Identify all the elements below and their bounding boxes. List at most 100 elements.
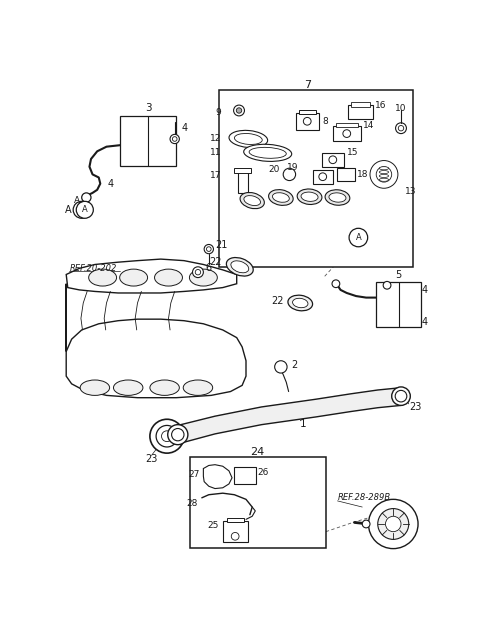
- Ellipse shape: [168, 425, 188, 445]
- Text: 7: 7: [304, 80, 312, 90]
- Ellipse shape: [288, 295, 312, 311]
- Circle shape: [162, 431, 172, 442]
- Text: 26: 26: [258, 468, 269, 477]
- Circle shape: [343, 130, 350, 137]
- Ellipse shape: [379, 167, 389, 170]
- Text: 3: 3: [145, 103, 152, 113]
- Ellipse shape: [395, 391, 407, 402]
- Ellipse shape: [244, 196, 261, 205]
- Text: 12: 12: [210, 135, 221, 143]
- Text: A: A: [82, 205, 88, 214]
- Text: 9: 9: [216, 107, 221, 116]
- Circle shape: [303, 118, 311, 125]
- Ellipse shape: [150, 380, 180, 396]
- Circle shape: [195, 269, 201, 275]
- Ellipse shape: [120, 269, 147, 286]
- Circle shape: [82, 193, 91, 202]
- Text: 1: 1: [300, 419, 307, 429]
- Bar: [190, 457, 326, 548]
- Circle shape: [172, 137, 177, 142]
- Circle shape: [396, 123, 407, 133]
- Ellipse shape: [301, 192, 318, 202]
- Bar: [348, 105, 373, 119]
- Ellipse shape: [273, 193, 289, 202]
- Ellipse shape: [325, 190, 350, 205]
- Text: 21: 21: [215, 240, 228, 250]
- Circle shape: [204, 245, 214, 253]
- Bar: [120, 116, 176, 166]
- Ellipse shape: [292, 298, 308, 308]
- Text: 10: 10: [395, 104, 406, 112]
- Circle shape: [76, 202, 93, 218]
- Circle shape: [319, 173, 326, 181]
- Bar: [234, 168, 252, 173]
- Circle shape: [370, 161, 398, 188]
- Text: A: A: [64, 205, 71, 215]
- Text: 4: 4: [421, 317, 427, 327]
- Circle shape: [376, 167, 392, 182]
- Circle shape: [150, 419, 184, 453]
- Circle shape: [170, 135, 180, 143]
- Ellipse shape: [190, 269, 217, 286]
- Ellipse shape: [183, 380, 213, 396]
- Circle shape: [385, 516, 401, 532]
- Ellipse shape: [89, 269, 117, 286]
- Ellipse shape: [379, 171, 389, 174]
- Bar: [376, 283, 421, 327]
- Circle shape: [329, 156, 336, 164]
- Text: 15: 15: [347, 149, 358, 157]
- Text: REF.20-202: REF.20-202: [69, 264, 117, 273]
- Text: 28: 28: [187, 499, 198, 507]
- Ellipse shape: [244, 144, 292, 161]
- Bar: [219, 90, 413, 267]
- Text: 24: 24: [251, 447, 265, 456]
- Bar: [234, 467, 256, 484]
- Text: 2: 2: [291, 360, 297, 370]
- Bar: [238, 170, 248, 193]
- Ellipse shape: [229, 130, 268, 148]
- Polygon shape: [66, 259, 237, 293]
- Ellipse shape: [329, 193, 346, 202]
- Text: 4: 4: [108, 179, 114, 188]
- Text: 23: 23: [409, 402, 421, 412]
- Ellipse shape: [113, 380, 143, 396]
- Polygon shape: [178, 387, 401, 444]
- Ellipse shape: [80, 380, 109, 396]
- Text: 27: 27: [188, 470, 200, 479]
- Ellipse shape: [172, 428, 184, 441]
- Text: 19: 19: [287, 163, 299, 172]
- Text: A: A: [356, 233, 361, 242]
- Polygon shape: [66, 284, 246, 398]
- Text: 20: 20: [269, 164, 280, 174]
- Bar: [299, 110, 316, 114]
- Text: 5: 5: [396, 269, 402, 279]
- Bar: [351, 102, 370, 107]
- Circle shape: [73, 202, 90, 218]
- Ellipse shape: [379, 174, 389, 178]
- Text: 16: 16: [375, 100, 387, 109]
- Text: 14: 14: [363, 121, 374, 130]
- Ellipse shape: [379, 178, 389, 181]
- Bar: [227, 518, 244, 523]
- Ellipse shape: [249, 147, 286, 158]
- Bar: [322, 153, 344, 167]
- Bar: [336, 123, 358, 128]
- Bar: [296, 112, 319, 130]
- Text: 22: 22: [209, 257, 221, 267]
- Circle shape: [369, 499, 418, 549]
- Text: 11: 11: [210, 149, 221, 157]
- Bar: [333, 126, 360, 142]
- Text: 4: 4: [181, 123, 188, 133]
- Bar: [312, 170, 333, 184]
- Ellipse shape: [234, 133, 262, 145]
- Text: REF.28-289B: REF.28-289B: [337, 494, 391, 502]
- Text: 23: 23: [145, 454, 157, 465]
- Text: 8: 8: [322, 117, 328, 126]
- Bar: [223, 521, 248, 542]
- Circle shape: [398, 126, 404, 131]
- Text: A: A: [74, 196, 80, 205]
- Ellipse shape: [240, 193, 264, 209]
- Text: 13: 13: [405, 187, 416, 196]
- Circle shape: [383, 281, 391, 289]
- Circle shape: [349, 228, 368, 246]
